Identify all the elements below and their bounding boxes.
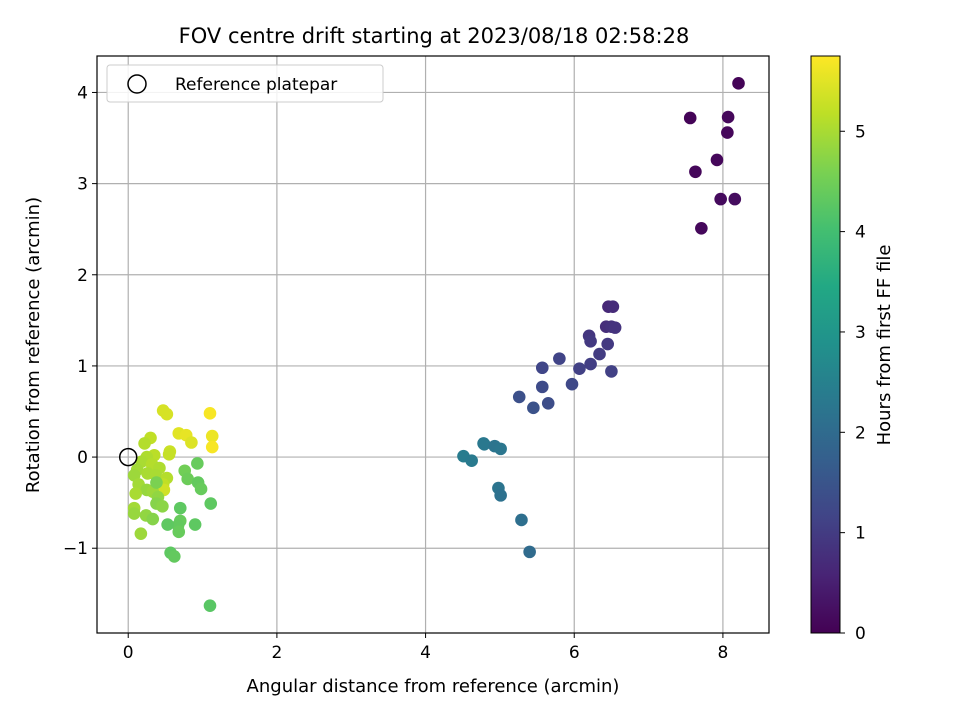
data-point	[593, 347, 606, 361]
y-tick-label: 0	[77, 448, 88, 468]
x-axis-ticks: 0 2 4 6 8	[123, 633, 728, 663]
colorbar-tick-label: 2	[855, 423, 866, 443]
y-tick-label: 3	[77, 175, 88, 195]
y-tick-label: 2	[77, 266, 88, 286]
data-point	[601, 337, 614, 351]
data-point	[732, 77, 745, 90]
colorbar-tick-label: 4	[855, 223, 866, 243]
data-point	[168, 550, 181, 563]
x-tick-label: 0	[123, 643, 134, 663]
data-point	[721, 110, 735, 124]
data-point	[150, 476, 163, 489]
data-point	[205, 429, 219, 443]
colorbar-tick-label: 1	[855, 524, 866, 544]
data-point	[535, 380, 549, 394]
y-tick-label: 1	[77, 357, 88, 377]
x-tick-label: 2	[271, 643, 282, 663]
data-point	[584, 335, 597, 348]
data-point	[156, 499, 169, 513]
colorbar-tick-label: 3	[855, 323, 866, 343]
data-point	[523, 545, 536, 559]
data-point	[173, 501, 187, 515]
data-point	[553, 352, 566, 365]
chart-title: FOV centre drift starting at 2023/08/18 …	[179, 24, 690, 48]
data-point	[181, 472, 194, 486]
y-axis-ticks: −1 0 1 2 3 4	[63, 83, 97, 559]
data-point	[477, 438, 491, 451]
data-point	[205, 440, 219, 454]
data-point	[605, 365, 618, 378]
data-point	[134, 527, 148, 540]
plot-frame	[96, 55, 770, 634]
data-point	[191, 457, 204, 470]
x-tick-label: 4	[420, 643, 431, 663]
x-tick-label: 8	[717, 643, 728, 663]
data-point	[188, 518, 202, 531]
data-point	[606, 300, 620, 313]
data-point	[138, 437, 151, 450]
data-point	[185, 436, 198, 449]
data-point	[608, 321, 622, 334]
y-tick-label: −1	[63, 539, 88, 559]
colorbar: 0 1 2 3 4 5 Hours from first FF file	[810, 55, 895, 644]
data-point	[465, 454, 478, 468]
data-point	[541, 396, 555, 410]
data-point	[494, 442, 507, 456]
grid-lines	[97, 56, 769, 633]
legend-label: Reference platepar	[175, 75, 337, 95]
colorbar-tick-label: 0	[855, 624, 866, 644]
data-point	[146, 512, 160, 526]
data-point	[494, 489, 507, 502]
data-point	[584, 357, 597, 371]
colorbar-tick-label: 5	[855, 122, 866, 142]
data-point	[512, 390, 526, 404]
data-point	[204, 497, 218, 510]
x-axis-label: Angular distance from reference (arcmin)	[247, 676, 620, 697]
data-point	[573, 362, 586, 375]
data-point	[172, 525, 186, 539]
data-point	[710, 153, 724, 167]
colorbar-label: Hours from first FF file	[874, 245, 895, 446]
data-point	[160, 407, 174, 421]
data-point	[129, 487, 142, 500]
data-point	[535, 361, 549, 375]
colorbar-gradient	[810, 55, 841, 634]
data-point	[714, 192, 727, 206]
colorbar-ticks: 0 1 2 3 4 5	[840, 122, 866, 644]
data-point	[161, 518, 174, 531]
y-axis-label: Rotation from reference (arcmin)	[23, 197, 44, 493]
reference-platepar-marker	[118, 447, 138, 467]
data-points	[127, 77, 745, 612]
legend: Reference platepar	[106, 64, 384, 103]
data-point	[721, 126, 734, 139]
data-point	[194, 482, 208, 496]
legend-box	[106, 64, 384, 103]
x-tick-label: 6	[569, 643, 580, 663]
y-tick-label: 4	[77, 83, 88, 103]
data-point	[515, 513, 528, 527]
legend-marker-icon	[127, 74, 147, 94]
data-point	[527, 401, 540, 415]
data-point	[127, 507, 141, 520]
data-point	[203, 407, 217, 420]
data-point	[203, 599, 217, 612]
data-point	[683, 111, 697, 125]
data-point	[689, 165, 702, 179]
data-point	[728, 192, 742, 206]
data-point	[162, 448, 176, 461]
data-point	[565, 377, 579, 391]
data-point	[695, 221, 708, 235]
